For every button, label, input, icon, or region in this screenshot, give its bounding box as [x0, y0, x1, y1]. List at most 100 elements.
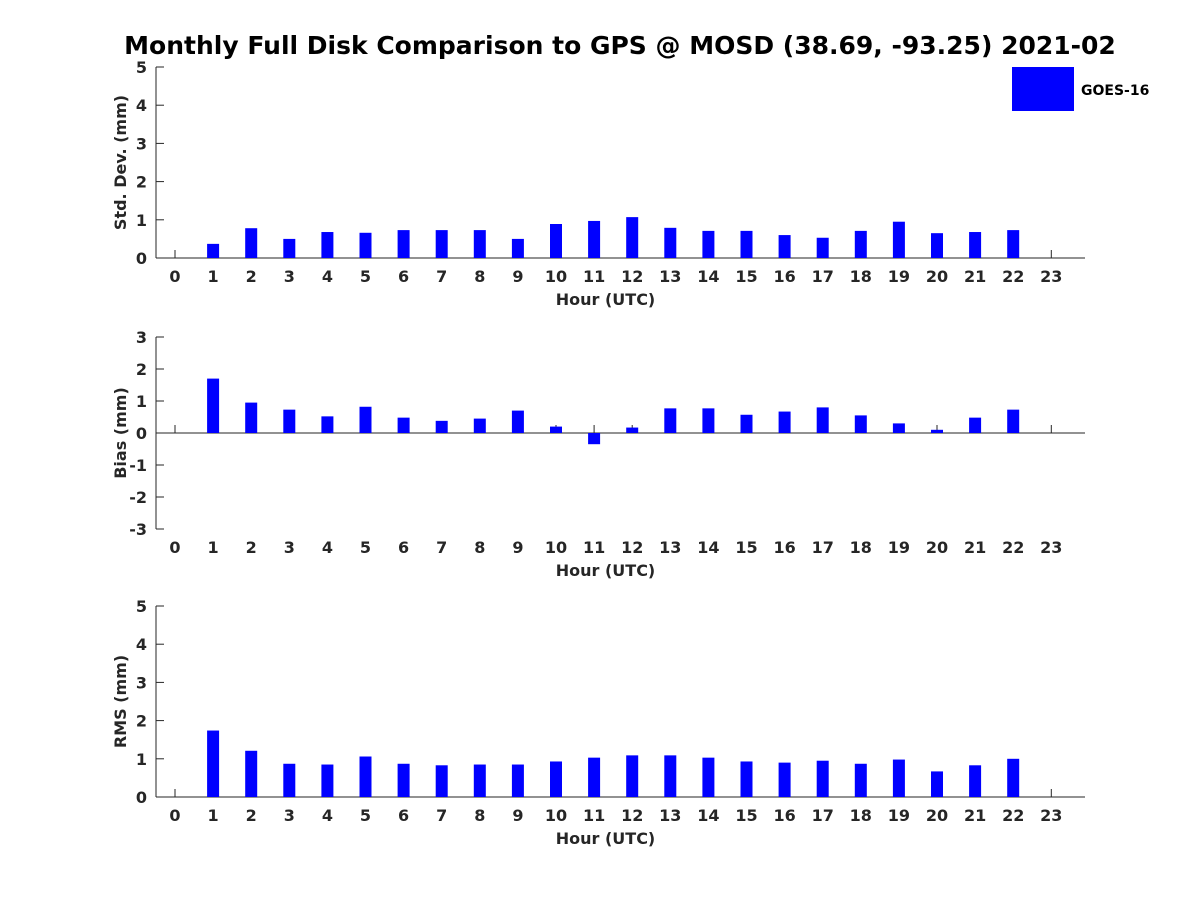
- y-tick-label: 0: [136, 424, 147, 443]
- x-tick-label: 22: [1002, 806, 1024, 825]
- x-tick-label: 16: [773, 538, 795, 557]
- bar-hour-2: [245, 750, 258, 797]
- y-tick-label: 1: [136, 750, 147, 769]
- bar-hour-21: [969, 232, 982, 258]
- bar-hour-16: [778, 762, 791, 797]
- x-tick-label: 5: [360, 806, 371, 825]
- x-axis-label: Hour (UTC): [556, 290, 656, 309]
- x-tick-label: 4: [322, 806, 333, 825]
- y-tick-label: 3: [136, 134, 147, 153]
- x-tick-label: 2: [246, 538, 257, 557]
- x-tick-label: 8: [474, 267, 485, 286]
- x-tick-label: 4: [322, 267, 333, 286]
- bar-hour-6: [397, 763, 410, 797]
- bar-hour-9: [511, 238, 524, 258]
- y-tick-label: 2: [136, 360, 147, 379]
- bar-hour-18: [854, 763, 867, 797]
- x-tick-label: 12: [621, 538, 643, 557]
- bar-hour-16: [778, 411, 791, 433]
- x-tick-label: 1: [208, 806, 219, 825]
- x-tick-label: 20: [926, 267, 948, 286]
- bar-hour-20: [931, 771, 943, 797]
- bar-hour-7: [435, 765, 448, 797]
- bar-hour-3: [283, 238, 296, 258]
- x-tick-label: 14: [697, 806, 719, 825]
- x-tick-label: 14: [697, 267, 719, 286]
- bar-hour-22: [1007, 758, 1020, 797]
- x-tick-label: 21: [964, 806, 986, 825]
- bar-hour-18: [854, 415, 867, 433]
- x-tick-label: 19: [888, 267, 910, 286]
- bar-hour-9: [511, 764, 524, 797]
- x-tick-label: 0: [169, 806, 180, 825]
- y-axis-label: RMS (mm): [111, 655, 130, 748]
- x-tick-label: 6: [398, 538, 409, 557]
- x-tick-label: 15: [735, 806, 757, 825]
- bar-hour-11: [588, 220, 601, 258]
- x-tick-label: 11: [583, 267, 605, 286]
- x-tick-label: 19: [888, 538, 910, 557]
- x-axis-label: Hour (UTC): [556, 829, 656, 848]
- x-tick-label: 23: [1040, 267, 1062, 286]
- bar-hour-4: [321, 416, 334, 433]
- bar-hour-10: [550, 761, 562, 797]
- legend: GOES-16: [1012, 67, 1149, 111]
- bar-hour-19: [892, 221, 905, 258]
- x-tick-label: 15: [735, 538, 757, 557]
- y-axis-label: Bias (mm): [111, 387, 130, 479]
- x-tick-label: 2: [246, 267, 257, 286]
- bar-hour-17: [816, 760, 829, 797]
- bar-hour-7: [435, 230, 448, 258]
- bar-hour-5: [359, 232, 372, 258]
- bar-hour-20: [931, 233, 943, 258]
- x-tick-label: 9: [512, 806, 523, 825]
- x-tick-label: 17: [812, 806, 834, 825]
- x-tick-label: 3: [284, 267, 295, 286]
- x-tick-label: 11: [583, 806, 605, 825]
- x-tick-label: 7: [436, 267, 447, 286]
- bar-hour-13: [664, 408, 677, 433]
- x-tick-label: 7: [436, 538, 447, 557]
- x-tick-label: 18: [850, 806, 872, 825]
- y-tick-label: 5: [136, 597, 147, 616]
- y-tick-label: 5: [136, 58, 147, 77]
- bar-hour-21: [969, 765, 982, 797]
- bar-hour-18: [854, 230, 867, 258]
- x-tick-label: 5: [360, 267, 371, 286]
- bar-hour-15: [740, 230, 753, 258]
- bar-hour-9: [511, 410, 524, 433]
- x-tick-label: 21: [964, 538, 986, 557]
- x-tick-label: 7: [436, 806, 447, 825]
- x-axis-label: Hour (UTC): [556, 561, 656, 580]
- x-tick-label: 0: [169, 538, 180, 557]
- bar-hour-17: [816, 237, 829, 258]
- x-tick-label: 18: [850, 538, 872, 557]
- x-tick-label: 13: [659, 806, 681, 825]
- x-tick-label: 12: [621, 267, 643, 286]
- bar-hour-4: [321, 232, 334, 258]
- y-tick-label: 1: [136, 211, 147, 230]
- bar-hour-10: [550, 224, 562, 258]
- bar-hour-1: [207, 378, 220, 433]
- legend-label: GOES-16: [1081, 83, 1149, 99]
- y-tick-label: 3: [136, 328, 147, 347]
- bar-hour-2: [245, 402, 258, 433]
- x-tick-label: 21: [964, 267, 986, 286]
- x-tick-label: 6: [398, 267, 409, 286]
- bar-hour-4: [321, 764, 334, 797]
- bar-hour-21: [969, 417, 982, 433]
- y-tick-label: -3: [129, 520, 147, 539]
- bar-hour-8: [473, 764, 486, 797]
- bar-hour-15: [740, 414, 753, 433]
- bar-hour-14: [702, 230, 715, 258]
- y-axis-label: Std. Dev. (mm): [111, 95, 130, 230]
- y-tick-label: 4: [136, 635, 147, 654]
- x-tick-label: 10: [545, 538, 567, 557]
- bar-hour-12: [626, 427, 639, 433]
- bar-hour-12: [626, 755, 639, 797]
- x-tick-label: 20: [926, 538, 948, 557]
- x-tick-label: 8: [474, 806, 485, 825]
